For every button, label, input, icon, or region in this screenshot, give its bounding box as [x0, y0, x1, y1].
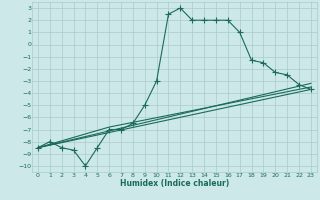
X-axis label: Humidex (Indice chaleur): Humidex (Indice chaleur)	[120, 179, 229, 188]
